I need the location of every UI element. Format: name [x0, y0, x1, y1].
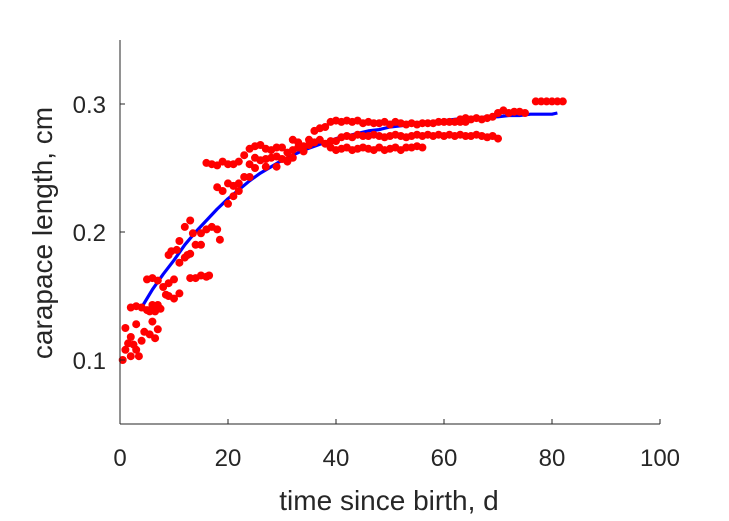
- data-point: [170, 275, 178, 284]
- data-point: [234, 179, 243, 188]
- data-point: [188, 229, 197, 238]
- data-point: [175, 237, 184, 245]
- data-point: [234, 157, 243, 166]
- data-point: [251, 164, 259, 172]
- data-point: [137, 336, 146, 345]
- data-point: [153, 325, 162, 334]
- data-point: [153, 276, 162, 285]
- y-tick-label: 0.3: [73, 92, 106, 119]
- data-point: [121, 324, 130, 332]
- data-point: [521, 109, 529, 117]
- data-point: [558, 97, 567, 106]
- data-point: [126, 352, 135, 361]
- x-tick-label: 0: [113, 445, 126, 472]
- data-point: [180, 222, 189, 231]
- y-axis-label: carapace length, cm: [27, 107, 58, 359]
- x-tick-label: 60: [431, 445, 458, 472]
- data-point: [245, 173, 254, 181]
- data-point: [172, 245, 181, 254]
- x-tick-label: 20: [215, 445, 242, 472]
- data-point: [213, 225, 222, 234]
- data-point: [299, 147, 308, 156]
- data-point: [215, 235, 224, 244]
- data-point: [156, 304, 165, 313]
- data-point: [126, 333, 135, 341]
- data-point: [175, 258, 184, 267]
- data-point: [229, 192, 238, 201]
- data-point: [278, 143, 286, 152]
- x-tick-label: 100: [640, 445, 680, 472]
- data-point: [205, 271, 214, 280]
- data-point: [186, 216, 195, 225]
- data-point: [151, 334, 160, 343]
- data-point: [175, 289, 184, 298]
- data-point: [321, 123, 330, 131]
- data-point: [218, 187, 227, 195]
- y-tick-labels: 0.1 0.2 0.3: [73, 92, 106, 375]
- data-point: [234, 187, 243, 195]
- data-point: [148, 317, 157, 326]
- data-points-layer: [118, 97, 567, 364]
- data-point: [224, 199, 232, 208]
- data-point: [132, 345, 141, 354]
- data-point: [494, 134, 502, 143]
- data-point: [240, 151, 249, 160]
- axes: [119, 40, 661, 425]
- data-point: [418, 143, 427, 152]
- y-tick-label: 0.1: [73, 348, 106, 375]
- y-tick-label: 0.2: [73, 220, 106, 247]
- data-point: [134, 352, 143, 361]
- data-point: [170, 294, 178, 303]
- data-point: [261, 162, 270, 171]
- x-axis-label: time since birth, d: [279, 485, 498, 516]
- data-point: [186, 249, 195, 258]
- plot-area: [118, 97, 567, 364]
- data-point: [132, 320, 141, 329]
- x-tick-label: 80: [539, 445, 566, 472]
- x-tick-label: 40: [323, 445, 350, 472]
- x-tick-labels: 0 20 40 60 80 100: [113, 445, 680, 472]
- data-point: [121, 345, 130, 354]
- data-point: [283, 157, 292, 166]
- data-point: [197, 240, 205, 249]
- data-point: [272, 162, 281, 171]
